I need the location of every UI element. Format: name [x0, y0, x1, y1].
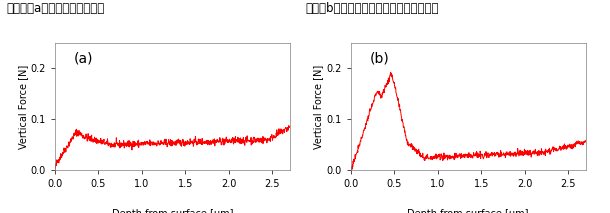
Text: Depth from surface [μm]: Depth from surface [μm]	[407, 209, 529, 213]
Text: (b): (b)	[370, 52, 389, 66]
Text: （試料（a）機械特性値が均一: （試料（a）機械特性値が均一	[6, 2, 104, 15]
Y-axis label: Vertical Force [N]: Vertical Force [N]	[314, 64, 323, 149]
Y-axis label: Vertical Force [N]: Vertical Force [N]	[18, 64, 27, 149]
Text: 試料（b）機械特性値分布が均一でない）: 試料（b）機械特性値分布が均一でない）	[305, 2, 439, 15]
Text: (a): (a)	[74, 52, 93, 66]
Text: Depth from surface [μm]: Depth from surface [μm]	[112, 209, 233, 213]
